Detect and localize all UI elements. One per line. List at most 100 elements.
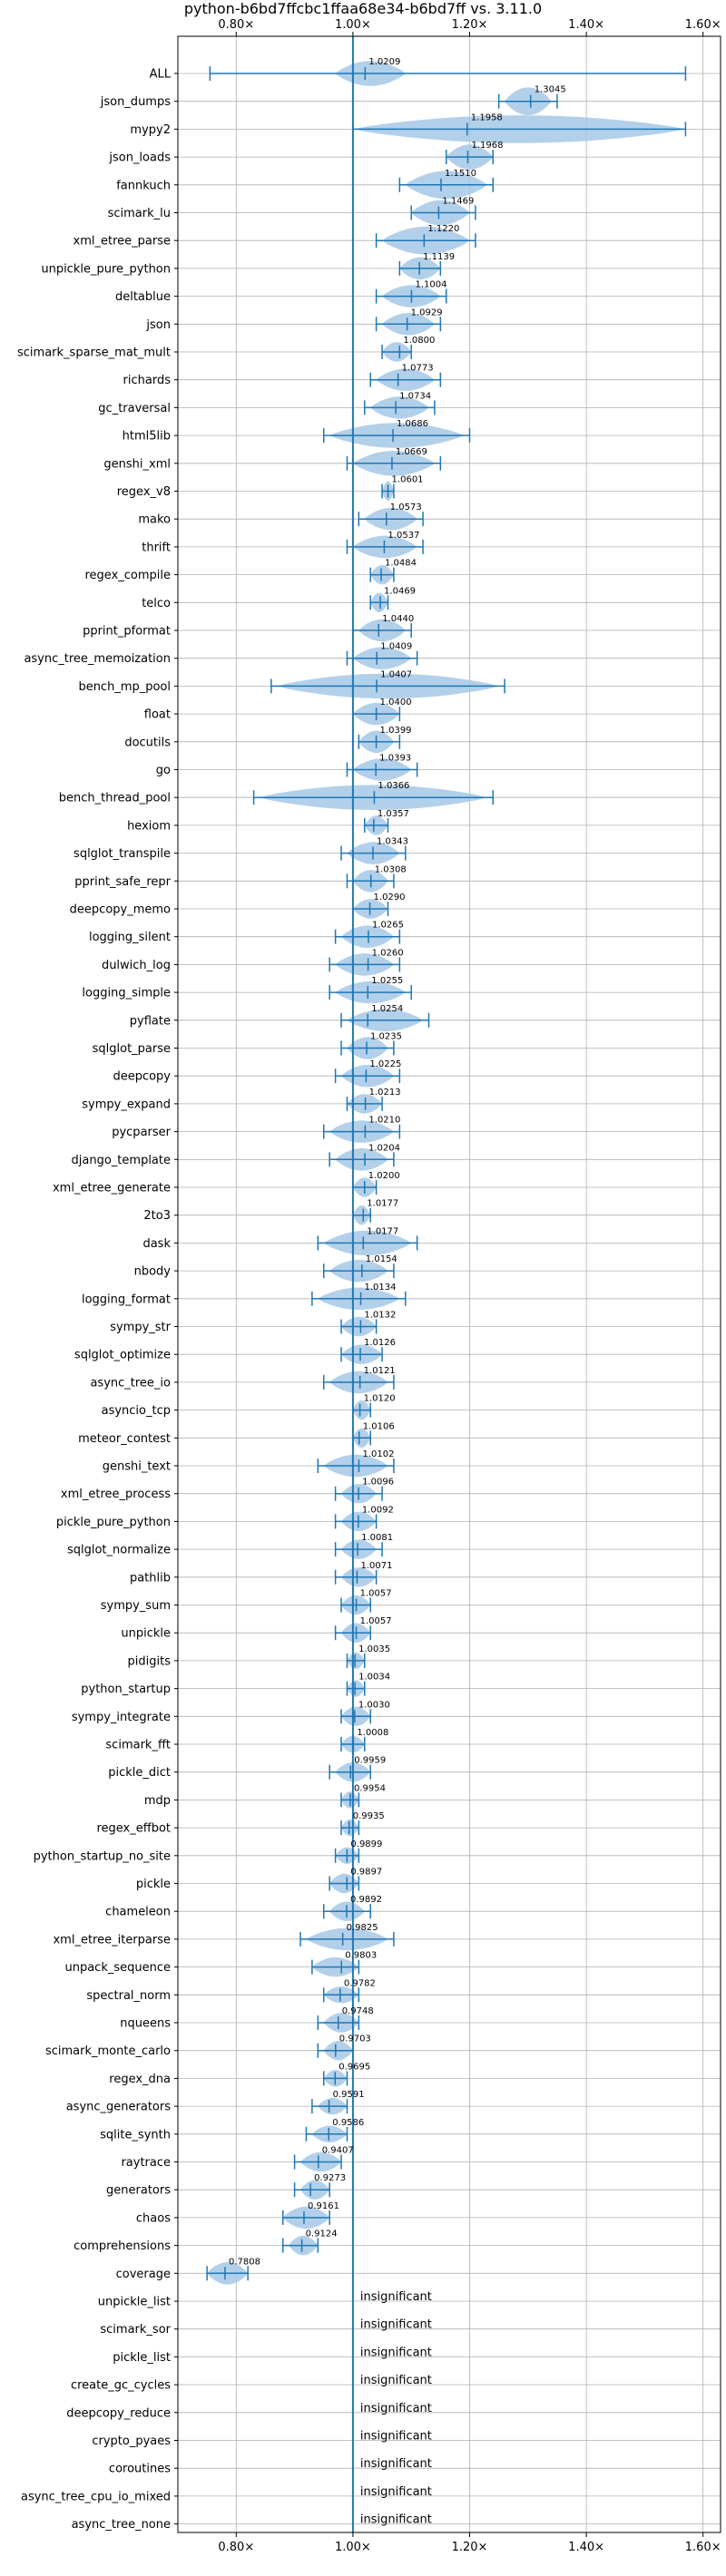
grid — [178, 36, 721, 2532]
value-label: 0.9703 — [339, 2034, 371, 2044]
axes: 0.80× 0.80× 1.00× 1.00× 1.20× 1.20× 1.40× 1.40×… — [174, 18, 721, 2554]
value-label: 1.0030 — [358, 1700, 390, 1710]
benchmark-name-label: regex_effbot — [96, 1822, 171, 1836]
benchmark-name-label: pycparser — [112, 1126, 171, 1139]
value-label: 1.0209 — [368, 57, 400, 67]
value-label: 1.0469 — [384, 586, 416, 596]
value-label: 0.9954 — [354, 1783, 386, 1793]
value-label: 1.0399 — [380, 726, 412, 736]
benchmark-name-label: sqlite_synth — [100, 2128, 171, 2142]
benchmark-name-label: async_tree_none — [72, 2518, 171, 2532]
benchmark-name-label: genshi_xml — [103, 457, 171, 471]
value-label: 1.0601 — [392, 475, 424, 485]
benchmark-name-label: crypto_pyaes — [92, 2435, 171, 2448]
benchmark-name-label: pyflate — [130, 1014, 171, 1028]
benchmark-name-label: logging_simple — [82, 987, 171, 1000]
value-label: 0.9591 — [333, 2090, 365, 2100]
value-label: 0.9782 — [344, 1978, 376, 1988]
benchmark-name-label: xml_etree_parse — [74, 235, 171, 249]
benchmark-name-label: pprint_pformat — [83, 625, 171, 639]
value-label: 1.0929 — [411, 307, 443, 317]
benchmark-name-label: pickle — [136, 1878, 171, 1891]
benchmark-name-label: create_gc_cycles — [71, 2379, 171, 2393]
value-label: 1.0265 — [372, 921, 404, 931]
x-tick-label-bottom: 0.80× — [218, 2541, 254, 2554]
value-label: 1.0102 — [362, 1449, 394, 1459]
benchmark-name-label: bench_mp_pool — [78, 680, 171, 694]
value-label: 1.0035 — [358, 1644, 390, 1654]
value-label: 1.1958 — [471, 112, 503, 122]
x-tick-label-top: 1.40× — [568, 18, 604, 32]
benchmark-name-label: comprehensions — [74, 2239, 171, 2253]
insignificant-label: insignificant — [360, 2430, 432, 2444]
benchmark-name-label: coroutines — [109, 2463, 171, 2476]
benchmark-name-label: scimark_sor — [100, 2323, 171, 2337]
value-label: 1.0440 — [382, 614, 414, 624]
benchmark-name-label: nbody — [134, 1265, 172, 1279]
benchmark-name-label: sqlglot_normalize — [67, 1544, 171, 1557]
benchmark-name-label: mako — [138, 513, 171, 527]
benchmark-name-label: sympy_sum — [101, 1599, 171, 1613]
value-label: 1.0254 — [371, 1004, 403, 1014]
benchmark-name-label: coverage — [116, 2268, 171, 2281]
value-label: 1.0573 — [390, 503, 422, 512]
value-label: 0.9748 — [342, 2006, 374, 2016]
benchmark-name-label: 2to3 — [143, 1209, 171, 1223]
benchmark-name-label: gc_traversal — [98, 402, 171, 415]
value-label: 1.0120 — [364, 1394, 396, 1404]
value-label: 1.0081 — [361, 1533, 393, 1543]
value-label: 0.9803 — [345, 1951, 377, 1961]
benchmark-name-label: sqlglot_optimize — [74, 1349, 171, 1362]
value-label: 1.0204 — [368, 1143, 400, 1153]
benchmark-name-label: chaos — [136, 2211, 171, 2225]
value-label: 1.0126 — [364, 1338, 396, 1348]
x-tick-label-bottom: 1.60× — [685, 2541, 721, 2554]
benchmark-name-label: unpickle_list — [98, 2296, 171, 2309]
value-label: 1.0669 — [396, 447, 427, 457]
value-label: 1.0484 — [385, 559, 417, 569]
value-label: 1.0132 — [364, 1311, 396, 1321]
benchmark-name-label: django_template — [72, 1154, 171, 1167]
benchmark-name-label: richards — [123, 374, 172, 387]
plot-frame — [177, 35, 721, 2533]
value-label: 1.0260 — [372, 948, 404, 958]
benchmark-name-label: scimark_sparse_mat_mult — [17, 346, 171, 360]
x-tick-label-top: 1.60× — [685, 18, 721, 32]
benchmark-name-label: fannkuch — [116, 179, 171, 192]
value-label: 1.0092 — [362, 1505, 394, 1515]
benchmark-name-label: logging_silent — [89, 931, 171, 944]
benchmark-name-label: genshi_text — [103, 1460, 171, 1474]
benchmark-name-label: pickle_list — [113, 2351, 171, 2365]
benchmark-name-label: mdp — [144, 1794, 171, 1808]
value-label: 1.0366 — [378, 781, 409, 791]
x-tick-label-bottom: 1.20× — [452, 2541, 488, 2554]
x-tick-label-top: 1.00× — [335, 18, 371, 32]
value-label: 1.3045 — [535, 85, 566, 95]
benchmark-name-label: async_generators — [66, 2101, 172, 2114]
value-label: 1.0034 — [358, 1673, 390, 1683]
benchmark-name-label: async_tree_io — [90, 1376, 171, 1390]
benchmark-name-label: xml_etree_iterparse — [53, 1933, 171, 1947]
value-label: 1.1510 — [445, 169, 476, 179]
benchmark-name-label: pidigits — [128, 1654, 172, 1668]
value-label: 1.0096 — [362, 1478, 394, 1488]
value-label: 1.0106 — [363, 1421, 395, 1431]
benchmark-name-label: ALL — [150, 68, 172, 82]
benchmark-name-label: sqlglot_transpile — [74, 847, 171, 861]
value-label: 1.0213 — [369, 1088, 401, 1098]
value-label: 1.0121 — [364, 1366, 396, 1376]
benchmark-name-label: async_tree_memoization — [24, 652, 171, 666]
value-label: 1.0057 — [360, 1589, 392, 1599]
benchmark-name-label: thrift — [142, 541, 171, 554]
benchmark-name-label: nqueens — [120, 2017, 171, 2031]
benchmark-name-label: scimark_fft — [105, 1739, 171, 1752]
value-label: 0.9892 — [350, 1895, 382, 1905]
value-label: 1.1139 — [423, 252, 455, 262]
insignificant-label: insignificant — [360, 2374, 432, 2387]
benchmark-name-label: python_startup_no_site — [34, 1849, 171, 1863]
insignificant-label: insignificant — [360, 2513, 432, 2527]
benchmark-name-label: chameleon — [105, 1906, 171, 1919]
value-label: 1.0177 — [367, 1199, 398, 1209]
benchmark-name-label: telco — [142, 597, 171, 610]
